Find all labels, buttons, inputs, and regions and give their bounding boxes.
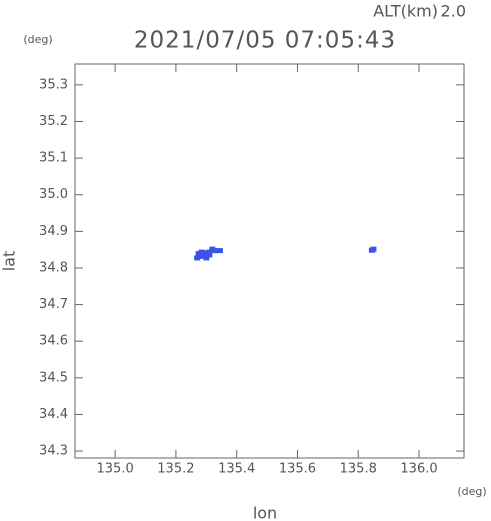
y-tick-label: 34.8: [39, 260, 68, 275]
plot-frame: [74, 63, 465, 459]
altitude-label: ALT(km): [373, 2, 438, 21]
x-unit: (deg): [457, 485, 486, 498]
echo-point: [197, 253, 204, 259]
echo-point: [212, 248, 219, 254]
x-tick-label: 135.2: [157, 462, 194, 477]
y-tick-label: 35.1: [39, 151, 68, 166]
y-tick-label: 34.6: [39, 334, 68, 349]
altitude-value: 2.0: [441, 2, 466, 21]
chart-title: 2021/07/05 07:05:43: [134, 28, 396, 54]
echo-point: [195, 251, 202, 257]
y-tick-label: 35.3: [39, 77, 68, 92]
echo-point: [209, 246, 216, 252]
echo-point: [194, 255, 201, 261]
y-tick-label: 34.5: [39, 370, 68, 385]
x-tick-label: 135.4: [218, 462, 255, 477]
x-tick-label: 135.0: [97, 462, 134, 477]
y-unit: (deg): [23, 33, 52, 46]
y-tick-label: 34.4: [39, 407, 68, 422]
y-tick-label: 34.9: [39, 224, 68, 239]
echo-point: [368, 247, 375, 253]
echo-point: [216, 248, 223, 254]
echo-point: [206, 252, 213, 258]
x-tick-label: 136.0: [400, 462, 437, 477]
y-tick-label: 34.3: [39, 444, 68, 459]
echo-point: [206, 249, 213, 255]
x-tick-label: 135.6: [279, 462, 316, 477]
y-tick-label: 35.0: [39, 187, 68, 202]
y-axis-label: lat: [0, 251, 19, 272]
echo-point: [201, 250, 208, 256]
echo-point: [198, 249, 205, 255]
x-tick-label: 135.8: [340, 462, 377, 477]
x-axis-label: lon: [253, 504, 277, 521]
y-tick-label: 35.2: [39, 114, 68, 129]
y-tick-label: 34.7: [39, 297, 68, 312]
echo-point: [203, 255, 210, 261]
